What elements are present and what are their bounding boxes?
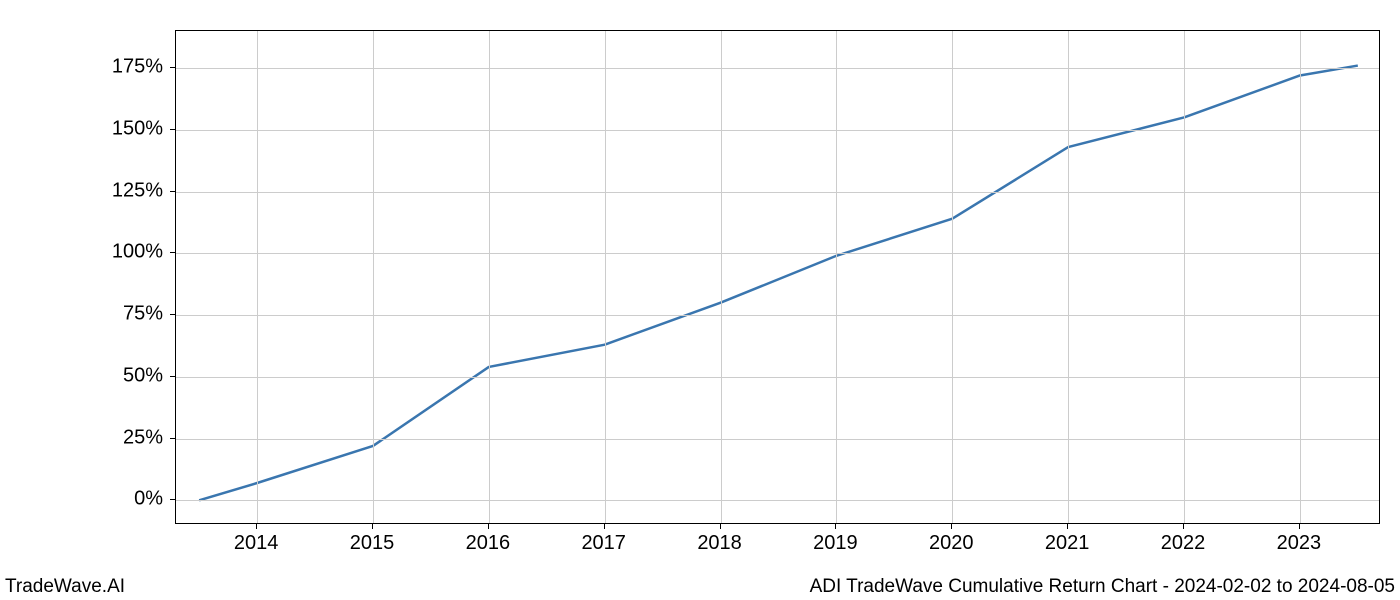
y-tick-label: 150% bbox=[112, 117, 163, 140]
footer-chart-title: ADI TradeWave Cumulative Return Chart - … bbox=[810, 576, 1395, 598]
x-tick-label: 2020 bbox=[929, 532, 974, 555]
y-tick-label: 75% bbox=[123, 303, 163, 326]
x-tick-label: 2018 bbox=[697, 532, 742, 555]
grid-line-vertical bbox=[952, 31, 953, 523]
grid-line-vertical bbox=[257, 31, 258, 523]
footer-attribution: TradeWave.AI bbox=[5, 576, 125, 598]
plot-area bbox=[175, 30, 1380, 524]
y-tick-label: 175% bbox=[112, 56, 163, 79]
y-tick-mark bbox=[170, 499, 175, 500]
grid-line-horizontal bbox=[176, 192, 1379, 193]
y-tick-mark bbox=[170, 252, 175, 253]
grid-line-vertical bbox=[1184, 31, 1185, 523]
x-tick-mark bbox=[1183, 524, 1184, 529]
x-tick-label: 2015 bbox=[350, 532, 395, 555]
grid-line-horizontal bbox=[176, 377, 1379, 378]
grid-line-vertical bbox=[721, 31, 722, 523]
grid-line-vertical bbox=[1068, 31, 1069, 523]
x-tick-label: 2019 bbox=[813, 532, 858, 555]
x-tick-label: 2023 bbox=[1277, 532, 1322, 555]
y-tick-mark bbox=[170, 376, 175, 377]
y-tick-mark bbox=[170, 129, 175, 130]
chart-container: TradeWave.AI ADI TradeWave Cumulative Re… bbox=[0, 0, 1400, 600]
x-tick-mark bbox=[720, 524, 721, 529]
grid-line-vertical bbox=[1300, 31, 1301, 523]
y-tick-mark bbox=[170, 191, 175, 192]
y-tick-label: 50% bbox=[123, 364, 163, 387]
grid-line-horizontal bbox=[176, 130, 1379, 131]
x-tick-mark bbox=[256, 524, 257, 529]
x-tick-mark bbox=[372, 524, 373, 529]
x-tick-mark bbox=[1299, 524, 1300, 529]
grid-line-vertical bbox=[605, 31, 606, 523]
y-tick-mark bbox=[170, 438, 175, 439]
x-tick-label: 2014 bbox=[234, 532, 279, 555]
x-tick-label: 2016 bbox=[466, 532, 511, 555]
line-chart-svg bbox=[176, 31, 1381, 525]
x-tick-mark bbox=[835, 524, 836, 529]
x-tick-label: 2017 bbox=[581, 532, 626, 555]
grid-line-horizontal bbox=[176, 253, 1379, 254]
grid-line-vertical bbox=[489, 31, 490, 523]
y-tick-mark bbox=[170, 314, 175, 315]
y-tick-label: 125% bbox=[112, 179, 163, 202]
grid-line-horizontal bbox=[176, 439, 1379, 440]
x-tick-mark bbox=[488, 524, 489, 529]
grid-line-horizontal bbox=[176, 315, 1379, 316]
x-tick-label: 2022 bbox=[1161, 532, 1206, 555]
y-tick-mark bbox=[170, 67, 175, 68]
x-tick-mark bbox=[951, 524, 952, 529]
x-tick-label: 2021 bbox=[1045, 532, 1090, 555]
y-tick-label: 25% bbox=[123, 426, 163, 449]
x-tick-mark bbox=[604, 524, 605, 529]
grid-line-vertical bbox=[373, 31, 374, 523]
grid-line-horizontal bbox=[176, 500, 1379, 501]
grid-line-horizontal bbox=[176, 68, 1379, 69]
x-tick-mark bbox=[1067, 524, 1068, 529]
y-tick-label: 0% bbox=[134, 488, 163, 511]
grid-line-vertical bbox=[836, 31, 837, 523]
y-tick-label: 100% bbox=[112, 241, 163, 264]
